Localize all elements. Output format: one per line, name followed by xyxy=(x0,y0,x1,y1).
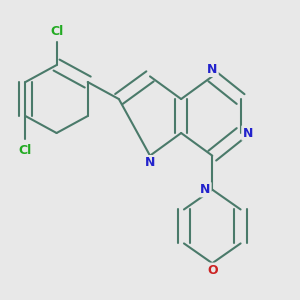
Text: Cl: Cl xyxy=(19,143,32,157)
Text: N: N xyxy=(207,63,217,76)
Text: N: N xyxy=(200,183,210,196)
Text: Cl: Cl xyxy=(50,25,63,38)
Text: N: N xyxy=(145,156,155,169)
Text: O: O xyxy=(207,264,217,277)
Text: N: N xyxy=(242,127,253,140)
